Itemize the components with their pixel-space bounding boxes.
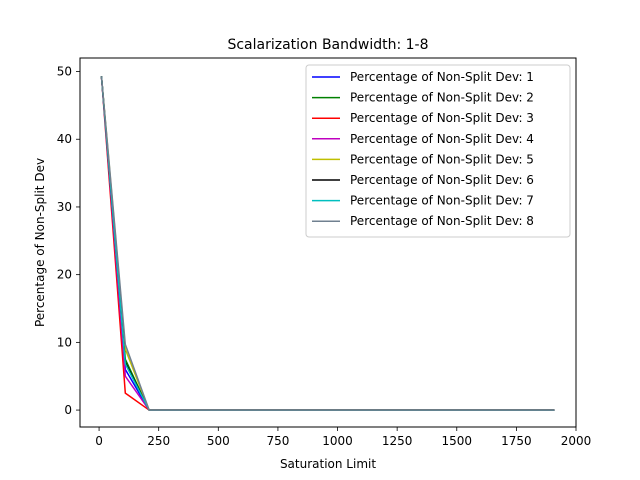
legend-label-7: Percentage of Non-Split Dev: 7 <box>350 194 534 208</box>
x-tick-label: 750 <box>266 434 289 448</box>
series-layer <box>100 76 555 411</box>
y-tick-label: 10 <box>57 335 72 349</box>
x-tick-label: 0 <box>95 434 103 448</box>
legend-label-6: Percentage of Non-Split Dev: 6 <box>350 173 534 187</box>
legend-label-5: Percentage of Non-Split Dev: 5 <box>350 152 534 166</box>
y-tick-label: 20 <box>57 268 72 282</box>
plot-area-frame <box>79 57 577 428</box>
legend: Percentage of Non-Split Dev: 1 Percentage… <box>305 64 571 238</box>
x-tick-label: 1750 <box>501 434 532 448</box>
x-tick-label: 1000 <box>322 434 353 448</box>
legend-label-4: Percentage of Non-Split Dev: 4 <box>350 132 534 146</box>
y-tick-label: 40 <box>57 132 72 146</box>
y-axis: 0 10 20 30 40 50 <box>57 65 80 417</box>
legend-frame <box>305 64 571 238</box>
legend-entries: Percentage of Non-Split Dev: 1 Percentage… <box>312 70 534 228</box>
legend-label-2: Percentage of Non-Split Dev: 2 <box>350 91 534 105</box>
y-tick-label: 0 <box>64 403 72 417</box>
x-tick-label: 1500 <box>441 434 472 448</box>
x-tick-label: 250 <box>147 434 170 448</box>
y-tick-label: 50 <box>57 65 72 79</box>
x-tick-label: 500 <box>207 434 230 448</box>
series-line-8 <box>100 76 555 411</box>
x-axis-title: Saturation Limit <box>280 457 376 471</box>
legend-label-1: Percentage of Non-Split Dev: 1 <box>350 70 534 84</box>
y-tick-label: 30 <box>57 200 72 214</box>
x-tick-label: 1250 <box>382 434 413 448</box>
legend-label-8: Percentage of Non-Split Dev: 8 <box>350 214 534 228</box>
x-axis: 0 250 500 750 1000 1250 1500 1750 2000 <box>95 427 591 448</box>
y-axis-title: Percentage of Non-Split Dev <box>33 158 47 327</box>
chart-title: Scalarization Bandwidth: 1-8 <box>227 37 428 53</box>
legend-label-3: Percentage of Non-Split Dev: 3 <box>350 111 534 125</box>
x-tick-label: 2000 <box>561 434 592 448</box>
